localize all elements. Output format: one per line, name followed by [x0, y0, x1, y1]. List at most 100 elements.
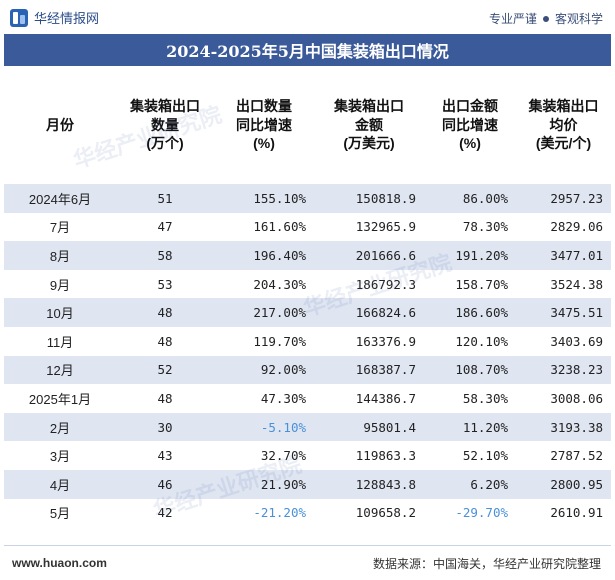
cell-amount: 150818.9 [355, 190, 416, 206]
cell-quantity: 43 [157, 448, 173, 464]
table-row: 9月 53 204.30% 186792.3 158.70% 3524.38 [4, 269, 611, 299]
footer-url[interactable]: www.huaon.com [12, 556, 107, 570]
cell-amount-yoy: 6.20% [470, 476, 508, 492]
cell-amount: 128843.8 [355, 476, 416, 492]
cell-amount: 132965.9 [355, 219, 416, 235]
cell-amount: 201666.6 [355, 247, 416, 263]
cell-month: 2025年1月 [28, 391, 92, 407]
cell-amount-yoy: 186.60% [455, 305, 508, 321]
cell-month: 12月 [46, 363, 74, 379]
cell-price: 2787.52 [550, 448, 603, 464]
header-price: 集装箱出口 均价 (美元/个) [528, 97, 599, 152]
top-bar: 华经情报网 专业严谨 客观科学 [0, 0, 615, 34]
cell-quantity-yoy: -5.10% [260, 419, 306, 435]
cell-quantity-yoy: 119.70% [253, 333, 306, 349]
header-quantity-yoy: 出口数量 同比增速 (%) [236, 97, 292, 152]
cell-quantity: 42 [157, 505, 173, 521]
tagline-right: 客观科学 [554, 12, 603, 26]
table-row: 2月 30 -5.10% 95801.4 11.20% 3193.38 [4, 412, 611, 442]
cell-month: 8月 [49, 248, 71, 264]
bullet-dot-icon [542, 15, 549, 22]
brand-logo-icon [10, 8, 28, 27]
cell-month: 10月 [46, 306, 74, 322]
header-month: 月份 [46, 116, 74, 133]
cell-amount: 163376.9 [355, 333, 416, 349]
cell-price: 3193.38 [550, 419, 603, 435]
cell-price: 2800.95 [550, 476, 603, 492]
cell-price: 2610.91 [550, 505, 603, 521]
cell-quantity-yoy: 196.40% [253, 247, 306, 263]
cell-amount: 166824.6 [355, 305, 416, 321]
cell-quantity: 52 [157, 362, 173, 378]
cell-amount: 186792.3 [355, 276, 416, 292]
cell-quantity-yoy: 161.60% [253, 219, 306, 235]
cell-month: 5月 [49, 506, 71, 522]
cell-amount-yoy: 108.70% [455, 362, 508, 378]
cell-month: 7月 [49, 220, 71, 236]
cell-price: 3524.38 [550, 276, 603, 292]
cell-month: 3月 [49, 449, 71, 465]
cell-quantity-yoy: 32.70% [260, 448, 306, 464]
cell-quantity-yoy: 92.00% [260, 362, 306, 378]
cell-quantity-yoy: 217.00% [253, 305, 306, 321]
table-row: 11月 48 119.70% 163376.9 120.10% 3403.69 [4, 326, 611, 356]
cell-quantity: 51 [157, 190, 173, 206]
cell-price: 3403.69 [550, 333, 603, 349]
table-title: 2024-2025年5月中国集装箱出口情况 [166, 42, 449, 61]
cell-quantity: 48 [157, 305, 173, 321]
cell-amount: 168387.7 [355, 362, 416, 378]
title-bar: 2024-2025年5月中国集装箱出口情况 [4, 34, 611, 66]
cell-quantity: 48 [157, 390, 173, 406]
cell-price: 3475.51 [550, 305, 603, 321]
cell-quantity: 53 [157, 276, 173, 292]
table-body: 2024年6月 51 155.10% 150818.9 86.00% 2957.23 7月 4… [4, 184, 611, 528]
table-row: 5月 42 -21.20% 109658.2 -29.70% 2610.91 [4, 498, 611, 528]
cell-price: 3477.01 [550, 247, 603, 263]
cell-month: 2024年6月 [28, 191, 92, 207]
table-row: 3月 43 32.70% 119863.3 52.10% 2787.52 [4, 441, 611, 470]
tagline-left: 专业严谨 [488, 12, 537, 26]
table-row: 7月 47 161.60% 132965.9 78.30% 2829.06 [4, 212, 611, 242]
footer-source: 数据来源：中国海关，华经产业研究院整理 [372, 556, 601, 571]
cell-month: 4月 [49, 477, 71, 493]
cell-price: 2829.06 [550, 219, 603, 235]
footer: www.huaon.com 数据来源：中国海关，华经产业研究院整理 [4, 545, 611, 580]
cell-quantity-yoy: -21.20% [253, 505, 306, 521]
cell-amount: 109658.2 [355, 505, 416, 521]
cell-quantity-yoy: 21.90% [260, 476, 306, 492]
table-row: 10月 48 217.00% 166824.6 186.60% 3475.51 [4, 298, 611, 327]
cell-quantity: 46 [157, 476, 173, 492]
cell-amount-yoy: 58.30% [462, 390, 508, 406]
cell-amount: 95801.4 [363, 419, 416, 435]
cell-quantity: 47 [157, 219, 173, 235]
cell-quantity-yoy: 155.10% [253, 190, 306, 206]
cell-month: 11月 [46, 334, 74, 350]
cell-amount: 144386.7 [355, 390, 416, 406]
cell-quantity: 30 [157, 419, 173, 435]
table-row: 12月 52 92.00% 168387.7 108.70% 3238.23 [4, 355, 611, 385]
table-header: 月份 集装箱出口 数量 (万个) 出口数量 同比增速 (%) 集装箱出口 金额 … [4, 66, 611, 184]
cell-quantity-yoy: 204.30% [253, 276, 306, 292]
table-row: 2025年1月 48 47.30% 144386.7 58.30% 3008.06 [4, 384, 611, 413]
table-row: 4月 46 21.90% 128843.8 6.20% 2800.95 [4, 469, 611, 499]
cell-amount-yoy: 158.70% [455, 276, 508, 292]
cell-quantity: 58 [157, 247, 173, 263]
cell-month: 2月 [49, 420, 71, 436]
cell-amount: 119863.3 [355, 448, 416, 464]
cell-amount-yoy: 86.00% [462, 190, 508, 206]
cell-amount-yoy: 52.10% [462, 448, 508, 464]
brand-name: 华经情报网 [34, 11, 100, 26]
brand[interactable]: 华经情报网 [10, 8, 99, 27]
header-amount-yoy: 出口金额 同比增速 (%) [442, 97, 498, 152]
cell-price: 2957.23 [550, 190, 603, 206]
header-amount: 集装箱出口 金额 (万美元) [334, 97, 404, 152]
cell-amount-yoy: 11.20% [462, 419, 508, 435]
cell-quantity-yoy: 47.30% [260, 390, 306, 406]
cell-price: 3238.23 [550, 362, 603, 378]
table-row: 8月 58 196.40% 201666.6 191.20% 3477.01 [4, 241, 611, 270]
table-row: 2024年6月 51 155.10% 150818.9 86.00% 2957.23 [4, 184, 611, 213]
cell-price: 3008.06 [550, 390, 603, 406]
cell-month: 9月 [49, 277, 71, 293]
cell-amount-yoy: 191.20% [455, 247, 508, 263]
tagline: 专业严谨 客观科学 [489, 10, 603, 27]
